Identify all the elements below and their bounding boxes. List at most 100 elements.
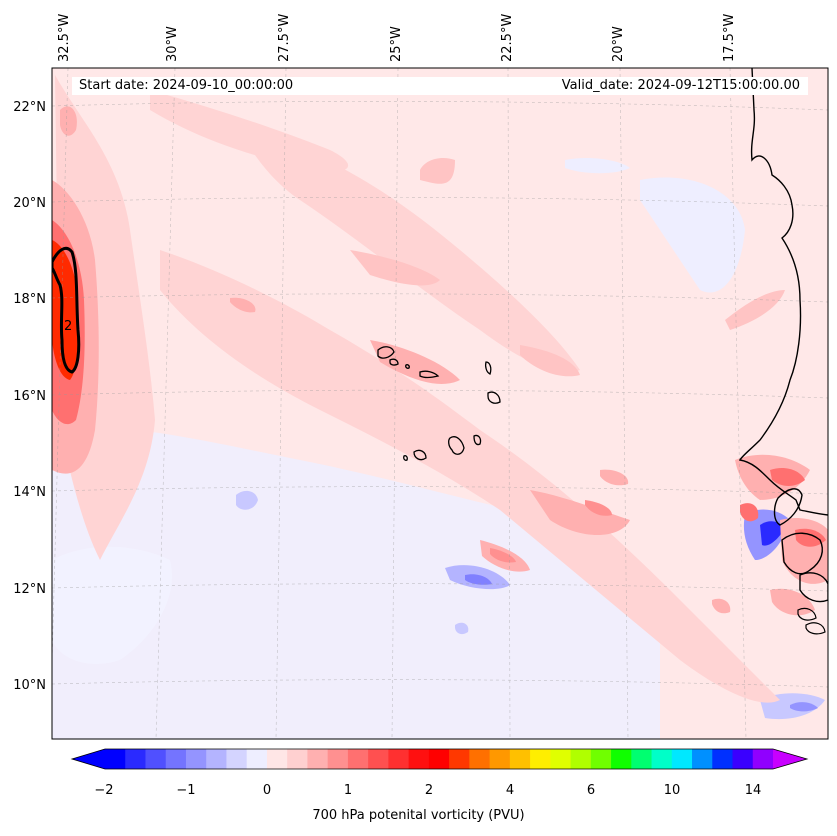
colorbar-segment — [105, 749, 126, 769]
pv-neg-spot-3-core — [465, 574, 492, 585]
gridline-lat-3 — [52, 293, 828, 303]
colorbar-segment — [428, 749, 450, 769]
colorbar-segment — [692, 749, 713, 769]
colorbar-segment — [631, 749, 653, 769]
pv-pos-west-max — [52, 240, 79, 380]
lat-label-22n: 22°N — [13, 100, 46, 115]
island-brava — [403, 455, 408, 461]
colorbar-segment — [206, 749, 228, 769]
latitude-labels: 22°N 20°N 18°N 16°N 14°N 12°N 10°N — [13, 100, 46, 693]
pv-pos-spot-f — [600, 469, 629, 486]
pv-pos-spot-c — [420, 158, 455, 184]
colorbar-segment — [165, 749, 187, 769]
island-sal — [484, 361, 492, 375]
colorbar-tick-neg2: −2 — [94, 783, 113, 798]
colorbar-tick-2: 2 — [425, 783, 433, 798]
africa-coastline — [738, 68, 828, 516]
lon-label-27-5w: 27.5°W — [277, 14, 292, 62]
pv-neg-spot-4 — [455, 622, 469, 635]
colorbar-segment — [449, 749, 470, 769]
colorbar-segment — [712, 749, 734, 769]
island-fogo — [413, 449, 427, 461]
lat-label-10n: 10°N — [13, 678, 46, 693]
colorbar-tick-6: 6 — [587, 783, 595, 798]
colorbar-segment — [611, 749, 632, 769]
gridline-lon-7 — [729, 68, 747, 739]
colorbar-segment — [246, 749, 268, 769]
gridline-lat-1 — [52, 101, 828, 111]
map-panel: 2 — [52, 68, 828, 739]
lat-label-14n: 14°N — [13, 485, 46, 500]
colorbar-segment — [125, 749, 147, 769]
guinea-bissau-coastline — [781, 532, 823, 575]
pv-neg-south-east-core — [790, 702, 818, 712]
colorbar-segment — [550, 749, 572, 769]
pv-neg-north-east — [640, 177, 745, 293]
colorbar-segment — [752, 749, 774, 769]
lon-label-22-5w: 22.5°W — [500, 14, 515, 62]
pv-neg-north — [565, 157, 630, 174]
island-maio — [473, 434, 482, 446]
pv-positive-regions — [52, 75, 828, 703]
island-sw-2 — [805, 622, 826, 635]
gridline-lon-4 — [391, 68, 399, 739]
valid-date-text: Valid_date: 2024-09-12T15:00:00.00 — [561, 78, 800, 93]
gridline-lon-1 — [52, 68, 69, 676]
pv-pos-west-top — [60, 106, 77, 136]
pv-neg-west — [52, 546, 172, 664]
lon-label-25w: 25°W — [389, 26, 404, 62]
pv-pos-diagonal-2 — [160, 250, 780, 703]
colorbar-under-arrow — [72, 749, 105, 769]
colorbar: −2 −1 0 1 2 4 6 10 14 — [70, 748, 809, 798]
lon-label-17-5w: 17.5°W — [722, 14, 737, 62]
gridline-lon-3 — [275, 68, 287, 739]
lon-label-32-5w: 32.5°W — [57, 14, 72, 62]
colorbar-segment — [590, 749, 612, 769]
gridline-lat-6 — [52, 583, 828, 592]
pv-pos-spot-e-core — [585, 500, 612, 516]
pv-pos-spot-e — [530, 490, 630, 535]
pv-pos-coast-west — [740, 503, 759, 522]
start-date-text: Start date: 2024-09-10_00:00:00 — [79, 78, 294, 93]
colorbar-segment — [368, 749, 389, 769]
longitude-labels: 32.5°W 30°W 27.5°W 25°W 22.5°W 20°W 17.5… — [57, 14, 737, 62]
pv-2-contour — [52, 246, 81, 374]
colorbar-outline — [70, 748, 809, 770]
island-santo-antao — [377, 346, 395, 359]
gambia-coastline — [773, 488, 803, 526]
colorbar-segment — [408, 749, 430, 769]
colorbar-segment — [651, 749, 673, 769]
island-santiago — [448, 436, 465, 455]
gridline-lat-5 — [52, 486, 828, 495]
island-sao-nicolau — [419, 370, 440, 379]
colorbar-segment — [732, 749, 754, 769]
colorbar-segment — [287, 749, 309, 769]
island-santa-luzia — [405, 364, 410, 369]
colorbar-segment — [509, 749, 531, 769]
pv-pos-spot-g — [725, 290, 785, 330]
colorbar-segment — [570, 749, 592, 769]
colorbar-tick-4: 4 — [506, 783, 514, 798]
gridline-lon-5 — [507, 68, 511, 739]
colorbar-segment — [671, 749, 693, 769]
pv-pos-spot-b — [520, 345, 580, 377]
colorbar-tick-14: 14 — [745, 783, 762, 798]
colorbar-segment — [347, 749, 369, 769]
lon-label-30w: 30°W — [165, 26, 180, 62]
gridlines — [52, 68, 828, 739]
colorbar-ticks: −2 −1 0 1 2 4 6 10 14 — [94, 783, 761, 798]
lat-label-18n: 18°N — [13, 292, 46, 307]
colorbar-segment — [327, 749, 349, 769]
lat-label-20n: 20°N — [13, 196, 46, 211]
lon-label-20w: 20°W — [611, 26, 626, 62]
pv-neg-broad — [52, 427, 660, 739]
gridline-lon-2 — [155, 68, 176, 739]
date-info-box: Start date: 2024-09-10_00:00:00 Valid_da… — [72, 77, 808, 95]
colorbar-tick-10: 10 — [664, 783, 681, 798]
gridline-lat-2 — [52, 197, 828, 207]
lat-label-12n: 12°N — [13, 582, 46, 597]
colorbar-tick-neg1: −1 — [176, 783, 195, 798]
pv-pos-coast-north-core — [770, 468, 805, 486]
colorbar-segment — [388, 749, 410, 769]
colorbar-segment — [307, 749, 329, 769]
